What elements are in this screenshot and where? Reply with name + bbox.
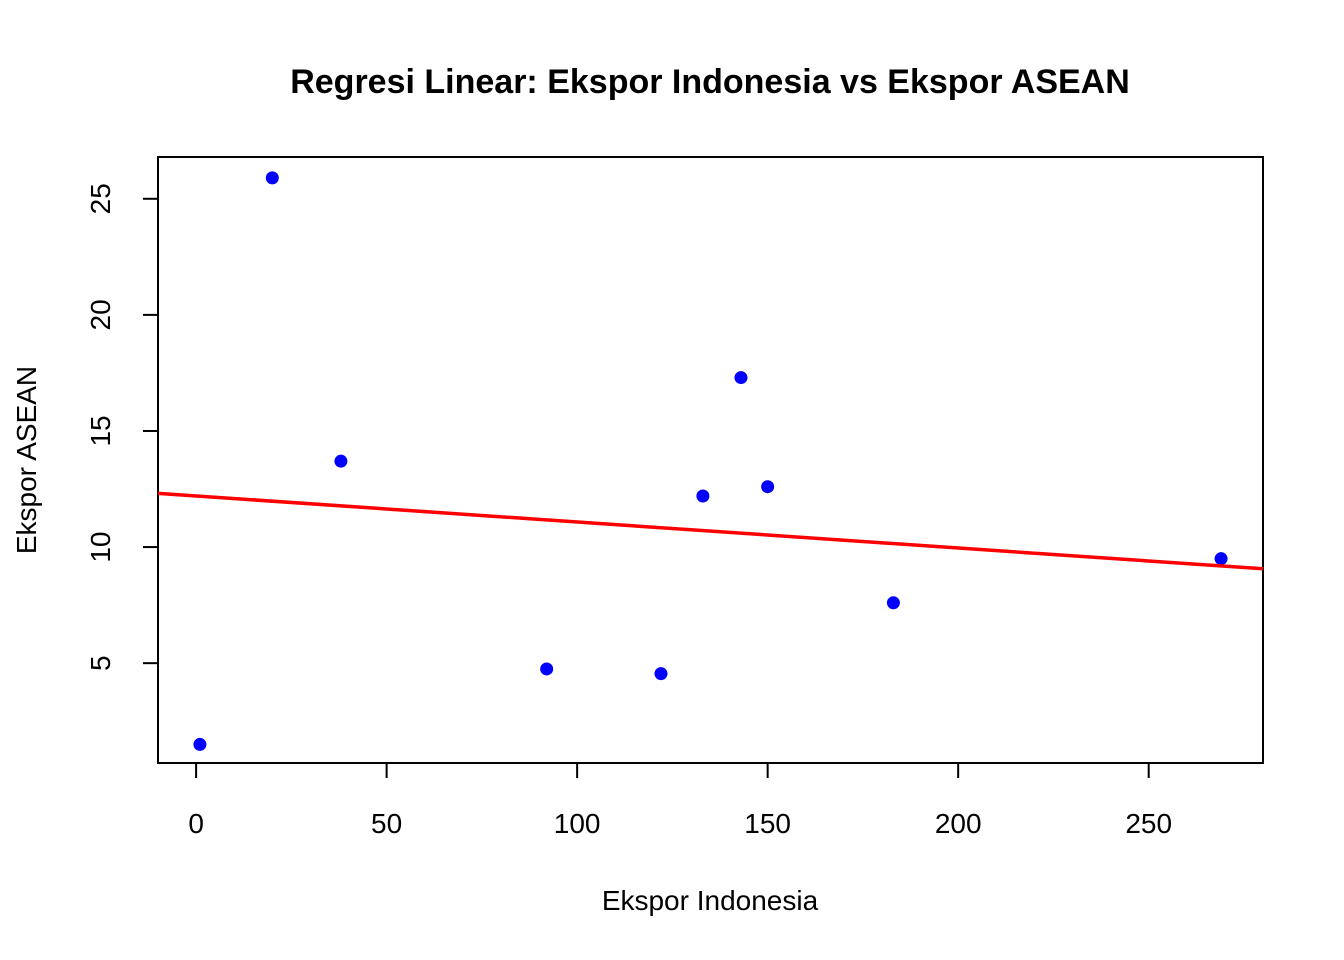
x-axis: 0 50 100 150 200 250 [188,763,1172,839]
y-axis-label: Ekspor ASEAN [11,366,42,554]
plot-area [157,171,1264,751]
y-tick-label: 10 [85,531,116,562]
x-tick-label: 200 [935,808,982,839]
data-point [734,371,748,385]
data-point [540,662,554,676]
data-point [654,667,668,681]
data-point [193,737,207,751]
data-point [1214,552,1228,566]
data-point [886,596,900,610]
x-axis-label: Ekspor Indonesia [602,885,819,916]
y-tick-label: 20 [85,299,116,330]
x-tick-label: 50 [371,808,402,839]
x-tick-label: 250 [1125,808,1172,839]
x-tick-label: 0 [188,808,204,839]
x-tick-label: 100 [554,808,601,839]
x-tick-label: 150 [744,808,791,839]
y-tick-label: 5 [85,655,116,671]
plot-frame [157,156,1264,764]
data-point [696,489,710,503]
data-point [761,480,775,494]
y-axis: 5 10 15 20 25 [85,183,158,671]
chart-title: Regresi Linear: Ekspor Indonesia vs Eksp… [290,63,1130,101]
regression-line [157,491,1264,571]
data-point [334,454,348,468]
y-tick-label: 15 [85,415,116,446]
data-point [265,171,279,185]
y-tick-label: 25 [85,183,116,214]
